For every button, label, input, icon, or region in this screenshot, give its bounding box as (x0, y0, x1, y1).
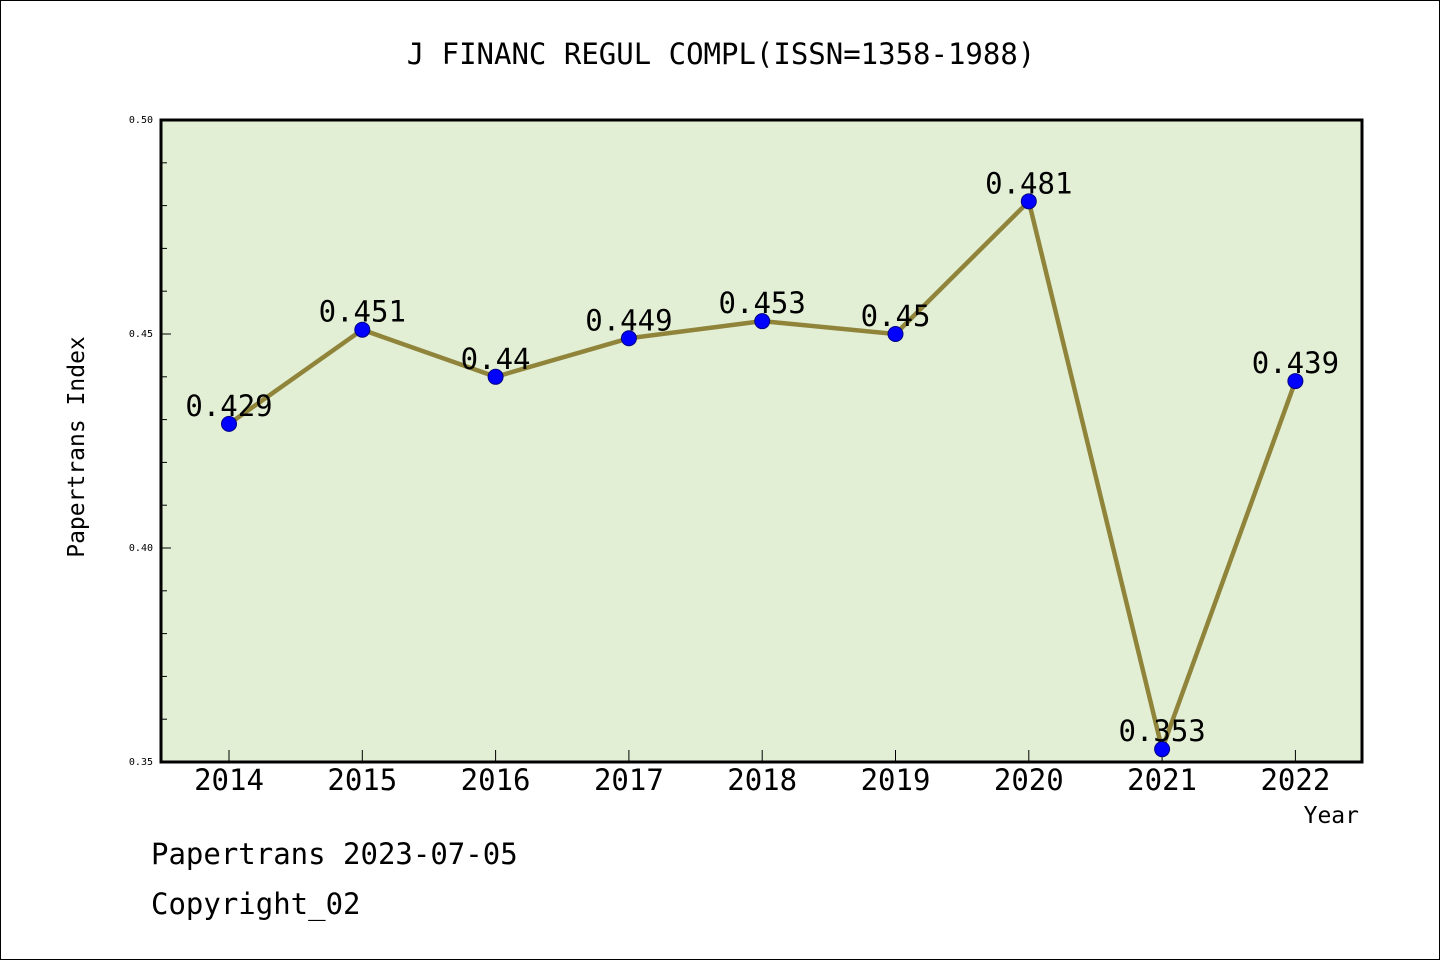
x-tick-label: 2016 (461, 763, 531, 797)
data-label: 0.429 (185, 389, 272, 423)
y-tick-label: 0.40 (129, 543, 153, 554)
source-note: Papertrans 2023-07-05 (151, 837, 518, 871)
data-point (354, 321, 371, 338)
data-point (1154, 741, 1171, 758)
plot-area (161, 120, 1362, 762)
x-axis-label: Year (1303, 803, 1359, 829)
y-tick-label: 0.45 (129, 329, 153, 340)
data-label: 0.481 (985, 166, 1072, 200)
x-tick-label: 2017 (594, 763, 664, 797)
data-point (1287, 373, 1304, 390)
data-label: 0.44 (461, 342, 531, 376)
x-tick-label: 2014 (194, 763, 264, 797)
copyright-note: Copyright_02 (151, 887, 361, 921)
data-point (1020, 193, 1037, 210)
data-label: 0.353 (1118, 714, 1205, 748)
data-point (487, 368, 504, 385)
x-tick-label: 2019 (861, 763, 931, 797)
data-label: 0.453 (719, 286, 806, 320)
data-point (620, 330, 637, 347)
y-tick-label: 0.35 (129, 757, 153, 768)
plot-border (159, 118, 1364, 764)
y-tick-label: 0.50 (129, 115, 153, 126)
data-label: 0.449 (585, 303, 672, 337)
x-tick-label: 2018 (727, 763, 797, 797)
data-point (754, 313, 771, 330)
data-point (221, 415, 237, 432)
data-label: 0.451 (319, 295, 406, 329)
data-label: 0.439 (1252, 346, 1339, 380)
data-label: 0.45 (861, 299, 931, 333)
x-tick-label: 2015 (327, 763, 397, 797)
y-axis-label: Papertrans Index (64, 336, 90, 558)
x-tick-label: 2022 (1260, 763, 1330, 797)
data-point (887, 326, 904, 342)
x-tick-label: 2021 (1127, 763, 1197, 797)
chart-title: J FINANC REGUL COMPL(ISSN=1358-1988) (406, 37, 1036, 71)
x-tick-label: 2020 (994, 763, 1064, 797)
